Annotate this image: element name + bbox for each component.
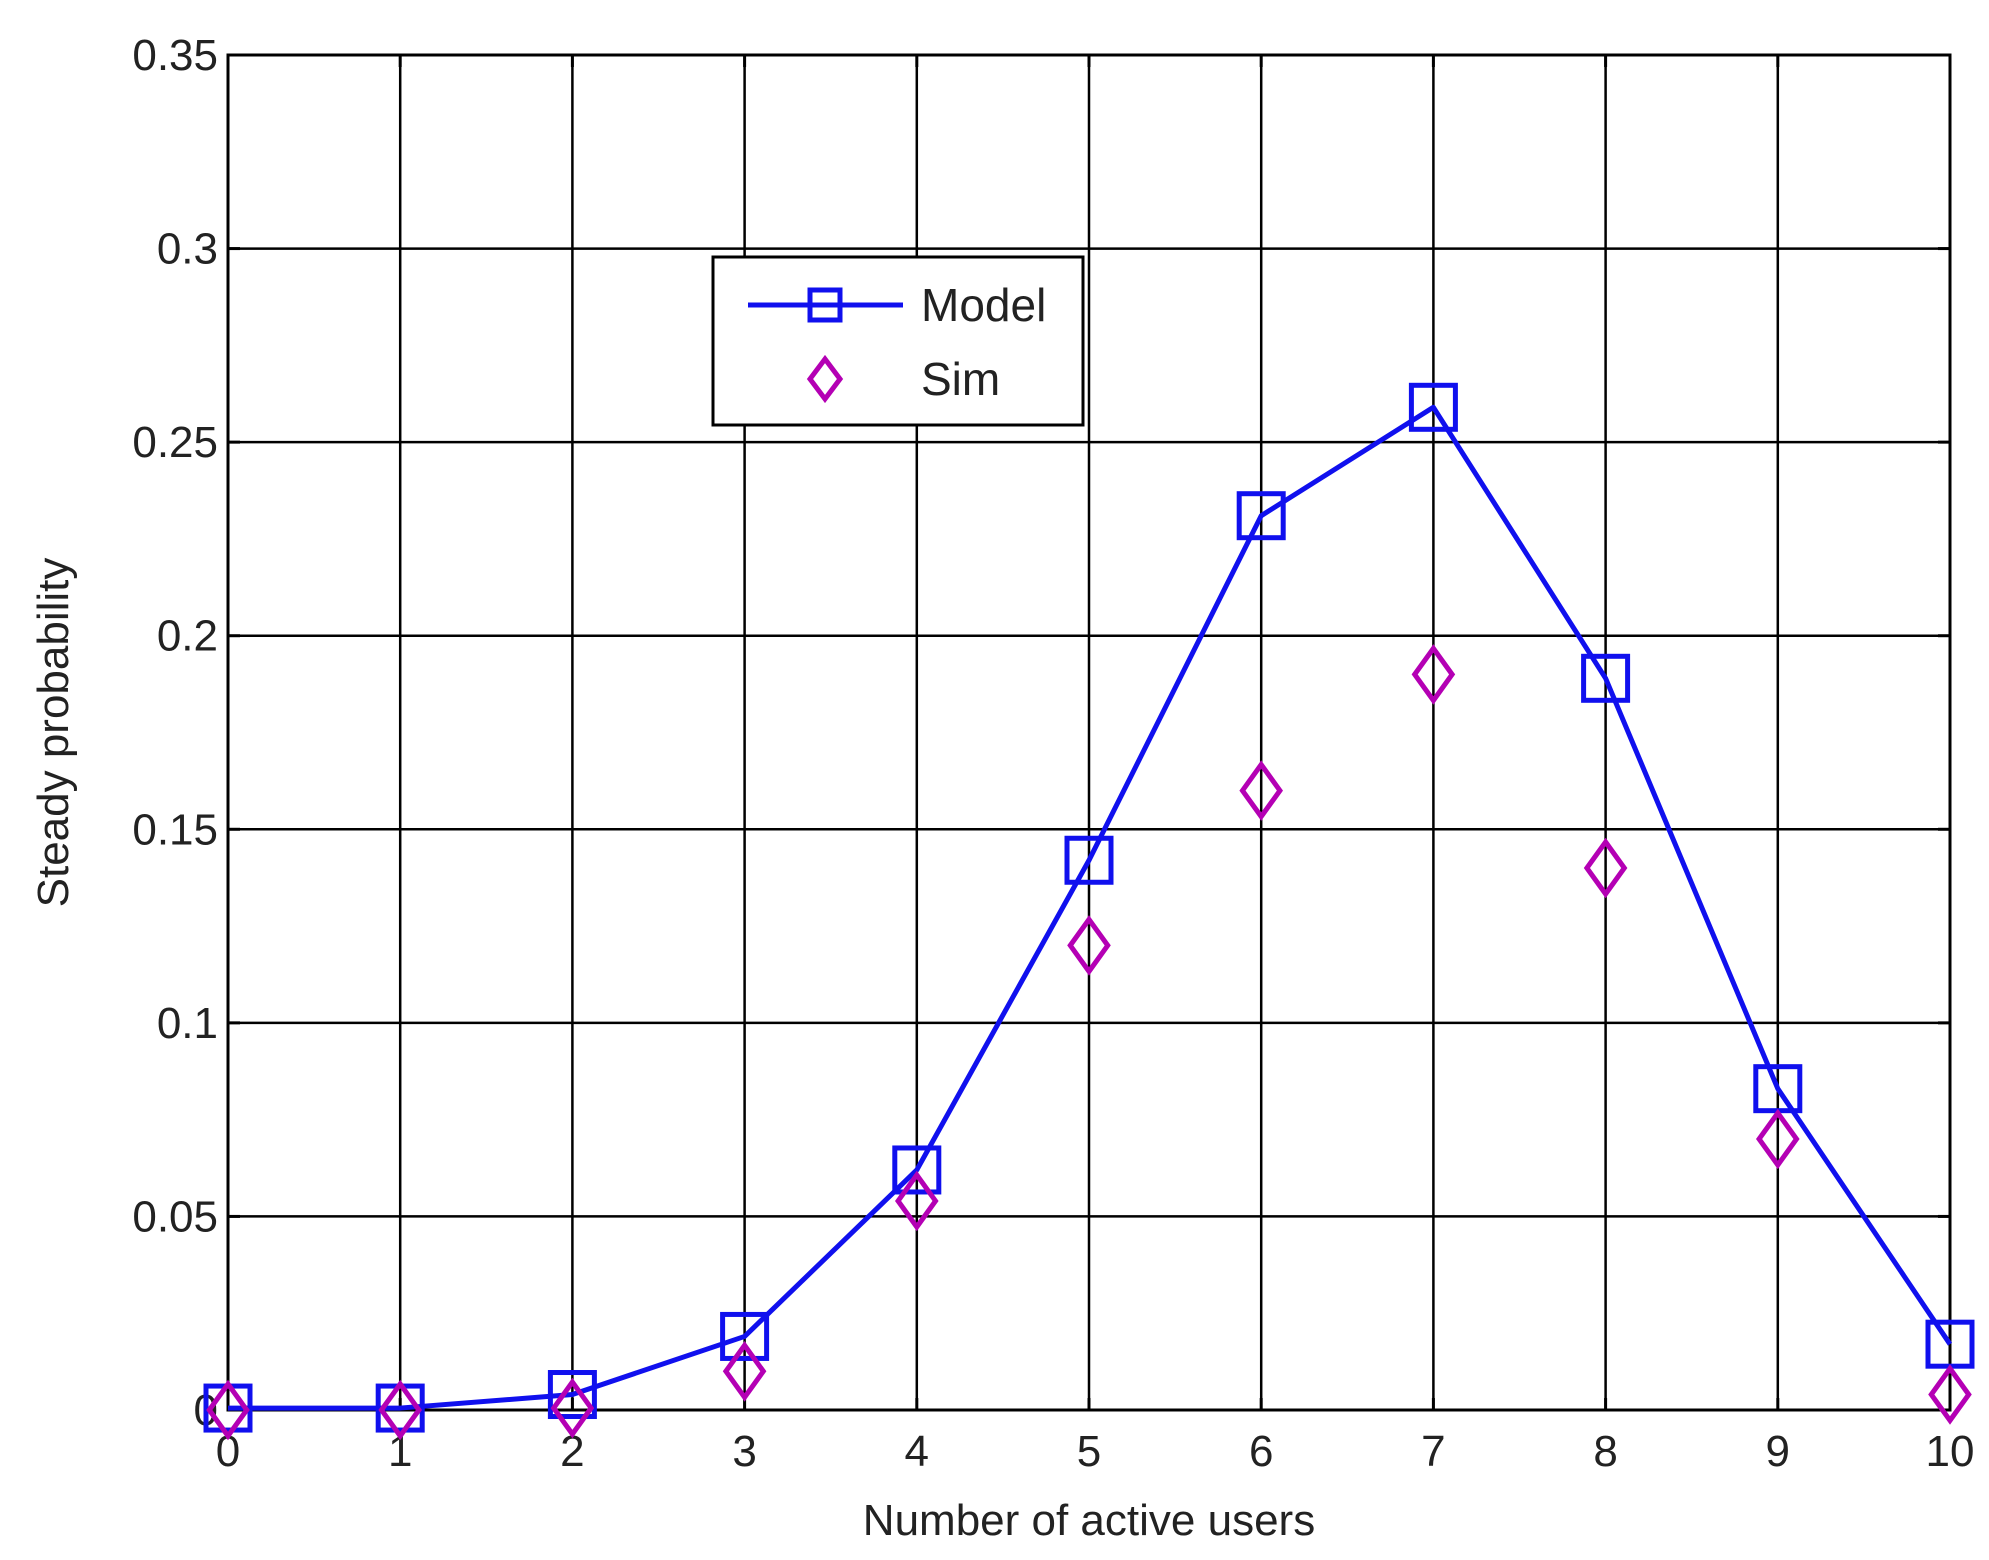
sim-diamond-marker xyxy=(1067,915,1111,976)
legend: Model Sim xyxy=(711,255,1085,427)
sim-diamond-marker xyxy=(206,1379,250,1441)
model-square-marker xyxy=(1408,382,1458,432)
x-tick-label: 9 xyxy=(1766,1427,1790,1476)
sim-diamond-marker xyxy=(894,1170,939,1232)
x-tick-label: 7 xyxy=(1421,1427,1445,1476)
y-tick-label: 0.2 xyxy=(157,612,218,661)
x-axis-label: Number of active users xyxy=(863,1496,1315,1545)
sim-diamond-marker xyxy=(1239,760,1284,821)
model-square-marker xyxy=(1581,653,1631,703)
y-tick-label: 0.15 xyxy=(132,805,218,854)
sim-diamond-marker xyxy=(1755,1108,1800,1170)
x-tick-label: 5 xyxy=(1077,1427,1101,1476)
series xyxy=(203,382,1975,1441)
sim-diamond-marker xyxy=(378,1379,423,1441)
model-square-marker xyxy=(547,1370,597,1420)
legend-label-model: Model xyxy=(921,279,1046,331)
x-tick-label: 10 xyxy=(1926,1427,1975,1476)
x-tick-label: 4 xyxy=(905,1427,929,1476)
y-tick-label: 0.25 xyxy=(132,418,218,467)
x-tick-label: 8 xyxy=(1593,1427,1617,1476)
legend-label-sim: Sim xyxy=(921,353,1000,405)
sim-diamond-marker xyxy=(1411,644,1456,705)
model-square-marker xyxy=(1236,491,1286,541)
sim-diamond-marker xyxy=(1583,837,1628,899)
model-square-marker xyxy=(720,1311,770,1361)
y-tick-label: 0.05 xyxy=(132,1192,218,1241)
x-tick-label: 3 xyxy=(732,1427,756,1476)
sim-diamond-marker xyxy=(550,1377,595,1439)
y-tick-label: 0.35 xyxy=(132,31,218,80)
legend-box xyxy=(711,255,1085,427)
y-tick-label: 0.1 xyxy=(157,999,218,1048)
legend-model-square-marker xyxy=(807,287,843,323)
y-axis-label: Steady probability xyxy=(29,558,78,908)
model-square-marker xyxy=(892,1145,942,1195)
x-tick-label: 6 xyxy=(1249,1427,1273,1476)
sim-diamond-marker xyxy=(722,1341,767,1402)
series-line-model xyxy=(228,404,1953,1411)
sim-diamond-marker xyxy=(1928,1364,1972,1425)
model-square-marker xyxy=(1064,835,1114,885)
y-tick-label: 0.3 xyxy=(157,225,218,274)
legend-sim-diamond-marker xyxy=(806,354,844,404)
